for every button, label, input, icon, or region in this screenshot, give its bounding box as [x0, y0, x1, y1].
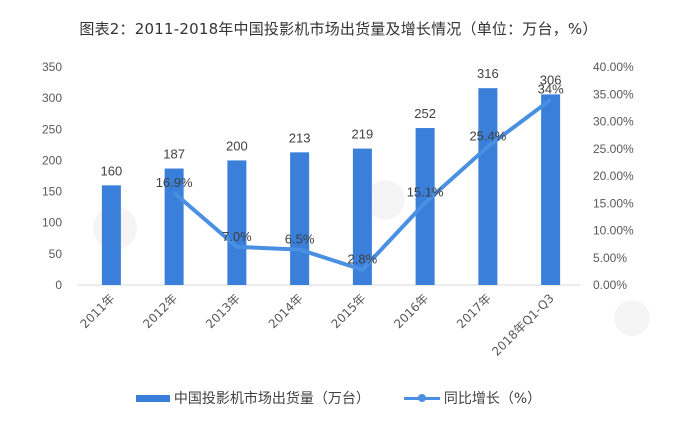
chart-title: 图表2：2011-2018年中国投影机市场出货量及增长情况（单位：万台，%） — [79, 20, 598, 38]
right-axis-tick: 5.00% — [593, 251, 627, 265]
bar — [541, 94, 561, 285]
right-axis-tick: 30.00% — [593, 115, 634, 129]
x-axis-label: 2017年 — [454, 291, 494, 331]
line-value-label: 6.5% — [285, 232, 315, 247]
bar — [352, 148, 372, 285]
right-axis-tick: 10.00% — [593, 224, 634, 238]
growth-line — [172, 98, 552, 272]
x-axis-label: 2012年 — [140, 291, 180, 331]
legend-label-growth: 同比增长（%） — [443, 391, 542, 407]
bar — [478, 88, 498, 285]
right-axis-tick: 25.00% — [593, 142, 634, 156]
bar-value-label: 187 — [163, 147, 185, 162]
line-value-label: 25.4% — [469, 129, 506, 144]
bar-value-label: 213 — [289, 130, 311, 145]
legend-label-shipments: 中国投影机市场出货量（万台） — [173, 391, 370, 407]
chart-area: 0 50 100 150 200 250 300 350 0.00% 5.00% 10.00% 15… — [42, 60, 650, 359]
left-axis-tick: 200 — [42, 153, 62, 167]
bar — [227, 160, 247, 285]
bar — [415, 128, 435, 285]
right-axis-tick: 15.00% — [593, 196, 634, 210]
legend-item-growth: 同比增长（%） — [403, 388, 542, 408]
left-axis-tick: 50 — [49, 247, 63, 261]
legend: 中国投影机市场出货量（万台） 同比增长（%） — [0, 388, 677, 408]
x-axis-label: 2015年 — [329, 291, 369, 331]
left-axis-tick: 300 — [42, 91, 62, 105]
line-value-label: 16.9% — [156, 175, 193, 190]
left-axis-tick: 0 — [55, 278, 62, 292]
right-axis-tick: 20.00% — [593, 169, 634, 183]
left-axis-tick: 150 — [42, 185, 62, 199]
left-axis-tick: 250 — [42, 122, 62, 136]
line-value-label: 2.8% — [348, 252, 378, 267]
line-value-label: 34% — [538, 82, 564, 97]
left-axis-tick: 350 — [42, 60, 62, 74]
bar — [290, 152, 310, 285]
right-axis-tick: 0.00% — [593, 278, 627, 292]
bar-value-label: 252 — [414, 106, 436, 121]
bar-value-label: 316 — [477, 66, 499, 81]
x-axis-label: 2013年 — [203, 291, 243, 331]
left-axis-ticks: 0 50 100 150 200 250 300 350 — [42, 60, 62, 292]
bar-data-labels: 160 187 200 213 219 252 316 306 — [101, 66, 562, 178]
line-value-label: 15.1% — [407, 185, 444, 200]
right-axis-tick: 40.00% — [593, 60, 634, 74]
line-data-labels: 16.9% 7.0% 6.5% 2.8% 15.1% 25.4% 34% — [156, 82, 564, 267]
right-axis-tick: 35.00% — [593, 87, 634, 101]
legend-item-shipments: 中国投影机市场出货量（万台） — [135, 388, 370, 408]
bar-swatch-icon — [135, 394, 170, 402]
left-axis-tick: 100 — [42, 216, 62, 230]
bar-value-label: 219 — [352, 127, 374, 142]
x-axis-label: 2014年 — [266, 291, 306, 331]
x-axis-label: 2011年 — [78, 291, 118, 331]
x-axis-label: 2018年Q1-Q3 — [489, 291, 557, 359]
bar — [101, 185, 121, 285]
bar-value-label: 306 — [540, 72, 562, 87]
line-value-label: 7.0% — [222, 229, 252, 244]
bar-value-label: 160 — [101, 163, 123, 178]
bar-value-label: 200 — [226, 138, 248, 153]
x-axis-label: 2016年 — [391, 291, 431, 331]
line-marker-icon — [403, 393, 440, 403]
x-axis-labels: 2011年 2012年 2013年 2014年 2015年 2016年 2017年2018年… — [78, 291, 557, 359]
right-axis-ticks: 0.00% 5.00% 10.00% 15.00% 20.00% 25.00% 30.00%… — [593, 60, 634, 292]
